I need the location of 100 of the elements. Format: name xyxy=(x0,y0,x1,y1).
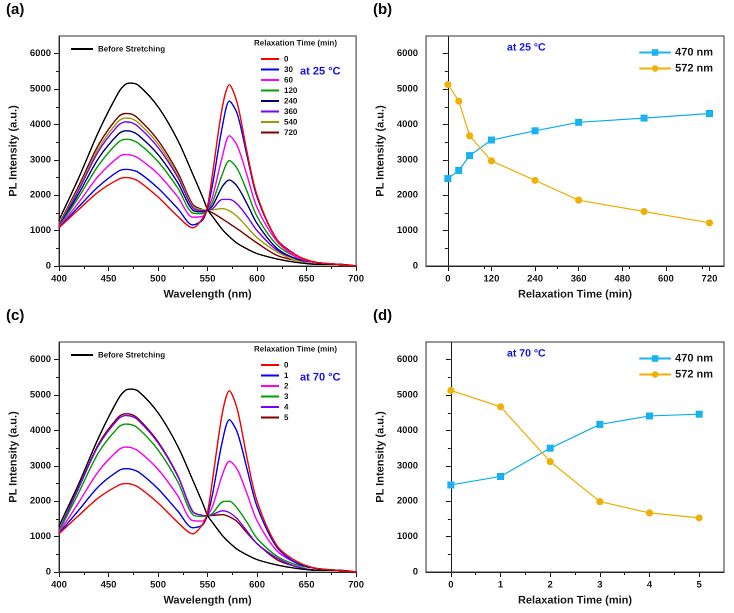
point xyxy=(596,498,604,506)
y-tick-label: 2000 xyxy=(30,496,52,507)
point xyxy=(532,127,539,134)
point xyxy=(696,514,703,522)
legend-label: 3 xyxy=(284,392,289,401)
x-tick-label: 450 xyxy=(100,274,116,284)
annotation: at 70 °C xyxy=(507,348,546,360)
point xyxy=(497,472,504,480)
chart-title: (d) xyxy=(373,307,392,324)
x-tick-label: 500 xyxy=(150,274,166,284)
legend-label: 30 xyxy=(284,65,294,74)
y-tick-label: 6000 xyxy=(30,48,52,60)
legend-label: Before Stretching xyxy=(98,350,166,360)
y-tick-label: 4000 xyxy=(30,424,52,436)
x-tick-label: 700 xyxy=(348,274,364,284)
chart-title: (b) xyxy=(373,1,392,18)
legend-label: 60 xyxy=(284,76,294,84)
x-tick-label: 600 xyxy=(658,274,674,284)
point xyxy=(546,444,554,452)
annotation: at 25 °C xyxy=(300,66,341,78)
x-tick-label: 600 xyxy=(249,274,265,284)
x-tick-label: 120 xyxy=(484,274,500,284)
y-tick-label: 0 xyxy=(46,260,52,272)
point xyxy=(455,98,462,105)
x-tick-label: 500 xyxy=(150,580,166,590)
y-tick-label: 4000 xyxy=(396,118,418,130)
point xyxy=(646,412,654,420)
legend-label: 572 nm xyxy=(675,368,714,380)
legend-label: 470 nm xyxy=(675,352,714,364)
x-tick-label: 240 xyxy=(527,274,543,284)
legend-label: 0 xyxy=(284,54,289,64)
x-tick-label: 480 xyxy=(614,274,630,284)
x-tick-label: 4 xyxy=(646,580,653,590)
legend-label: 720 xyxy=(284,128,298,137)
y-axis-title: PL Intensity (a.u.) xyxy=(8,410,20,503)
point xyxy=(488,136,495,144)
point xyxy=(447,386,454,394)
x-tick-label: 3 xyxy=(597,580,602,590)
y-tick-label: 2000 xyxy=(396,190,418,201)
legend-label: 540 xyxy=(284,118,298,126)
y-tick-label: 6000 xyxy=(396,48,418,60)
x-tick-label: 0 xyxy=(448,580,454,590)
legend-label: 5 xyxy=(284,413,289,422)
point xyxy=(546,458,554,466)
x-tick-label: 400 xyxy=(51,580,67,590)
x-tick-label: 600 xyxy=(249,580,265,590)
legend-label: Before Stretching xyxy=(98,44,166,54)
annotation: at 70 °C xyxy=(300,372,341,384)
legend-label: 1 xyxy=(284,371,289,380)
point xyxy=(596,420,604,428)
y-tick-label: 5000 xyxy=(396,390,418,401)
y-tick-label: 5000 xyxy=(30,84,52,95)
y-tick-label: 5000 xyxy=(396,84,418,95)
y-axis-title: PL Intensity (a.u.) xyxy=(374,104,386,197)
x-tick-label: 550 xyxy=(200,274,216,284)
point xyxy=(466,132,474,140)
point xyxy=(444,175,452,182)
x-axis-title: Wavelength (nm) xyxy=(163,594,252,606)
chart-title: (a) xyxy=(6,1,24,18)
legend-label: 572 nm xyxy=(675,62,714,74)
x-tick-label: 400 xyxy=(51,274,67,284)
y-tick-label: 3000 xyxy=(396,460,418,472)
chart-title: (c) xyxy=(6,307,24,324)
x-axis-title: Relaxation Time (min) xyxy=(518,288,632,300)
point xyxy=(646,509,654,516)
point xyxy=(640,208,648,216)
y-tick-label: 4000 xyxy=(396,424,418,436)
annotation: at 25 °C xyxy=(507,42,546,54)
x-tick-label: 0 xyxy=(445,274,450,284)
point xyxy=(444,80,452,88)
x-tick-label: 5 xyxy=(696,580,703,590)
y-tick-label: 1000 xyxy=(30,225,52,236)
point xyxy=(706,110,713,117)
x-tick-label: 450 xyxy=(100,580,116,590)
point xyxy=(488,157,495,164)
y-tick-label: 1000 xyxy=(30,531,52,542)
y-tick-label: 3000 xyxy=(396,154,418,166)
legend-title: Relaxation Time (min) xyxy=(254,344,338,354)
x-tick-label: 700 xyxy=(348,580,364,590)
y-tick-label: 6000 xyxy=(30,354,52,366)
legend-title: Relaxation Time (min) xyxy=(254,38,338,48)
point xyxy=(706,219,713,226)
legend-label: 470 nm xyxy=(675,46,714,58)
x-tick-label: 650 xyxy=(298,580,314,590)
x-tick-label: 720 xyxy=(702,274,718,284)
point xyxy=(575,196,582,204)
y-tick-label: 3000 xyxy=(30,154,52,166)
x-tick-label: 1 xyxy=(498,580,504,590)
point xyxy=(640,114,648,122)
point xyxy=(532,176,539,184)
point xyxy=(466,152,474,160)
y-tick-label: 0 xyxy=(46,566,52,578)
legend-label: 360 xyxy=(284,107,298,116)
x-axis-title: Wavelength (nm) xyxy=(163,288,252,300)
y-tick-label: 6000 xyxy=(396,354,418,366)
x-axis-title: Relaxation Time (min) xyxy=(518,594,632,606)
point xyxy=(455,166,462,174)
x-tick-label: 550 xyxy=(200,580,216,590)
x-tick-label: 2 xyxy=(548,580,553,590)
legend-label: 240 xyxy=(284,96,298,106)
